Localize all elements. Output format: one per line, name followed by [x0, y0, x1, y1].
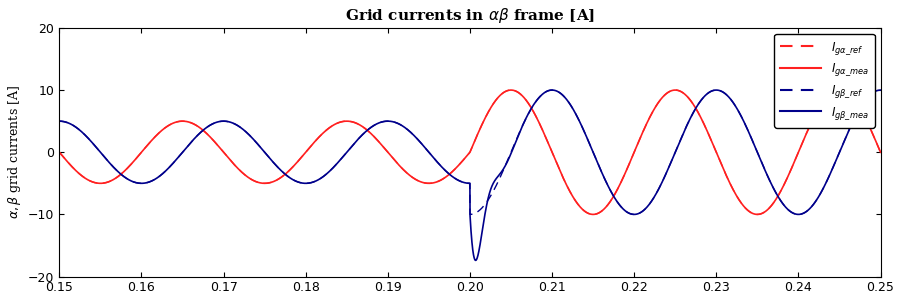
- Legend: $I_{g\alpha\_ref}$, $I_{g\alpha\_mea}$, $I_{g\beta\_ref}$, $I_{g\beta\_mea}$: $I_{g\alpha\_ref}$, $I_{g\alpha\_mea}$, …: [774, 34, 875, 128]
- Title: Grid currents in $\alpha\beta$ frame [A]: Grid currents in $\alpha\beta$ frame [A]: [345, 6, 595, 25]
- Y-axis label: $\alpha,\beta$ grid currents [A]: $\alpha,\beta$ grid currents [A]: [5, 85, 22, 219]
